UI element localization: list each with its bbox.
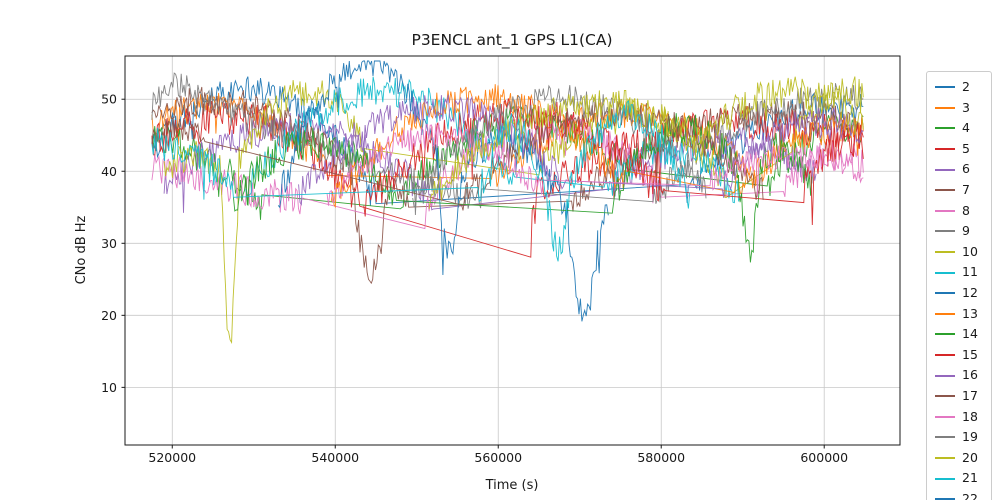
- x-tick-label: 520000: [148, 450, 196, 465]
- data-series: [151, 60, 864, 344]
- chart-title: P3ENCL ant_1 GPS L1(CA): [411, 31, 612, 50]
- legend-line-swatch: [935, 333, 955, 336]
- legend-item-13: 13: [935, 304, 983, 325]
- legend-label: 13: [962, 305, 978, 321]
- legend-label: 22: [962, 490, 978, 500]
- legend-line-swatch: [935, 168, 955, 171]
- legend-line-swatch: [935, 106, 955, 109]
- legend-label: 21: [962, 470, 978, 486]
- legend-label: 7: [962, 182, 970, 198]
- legend-line-swatch: [935, 230, 955, 233]
- legend-item-15: 15: [935, 345, 983, 366]
- legend-item-11: 11: [935, 262, 983, 283]
- legend-item-7: 7: [935, 180, 983, 201]
- legend-item-3: 3: [935, 98, 983, 119]
- legend-line-swatch: [935, 354, 955, 357]
- y-tick-label: 10: [101, 380, 117, 395]
- x-tick-label: 580000: [637, 450, 685, 465]
- legend-label: 2: [962, 79, 970, 95]
- y-tick-label: 20: [101, 308, 117, 323]
- legend-label: 4: [962, 120, 970, 136]
- legend-line-swatch: [935, 436, 955, 439]
- legend-item-14: 14: [935, 324, 983, 345]
- legend-item-8: 8: [935, 201, 983, 222]
- x-axis-label: Time (s): [485, 478, 539, 493]
- axis-tick-labels: 520000 540000 560000 580000 600000 10 20 30 40 50: [101, 92, 848, 465]
- legend-label: 9: [962, 223, 970, 239]
- legend-line-swatch: [935, 415, 955, 418]
- legend-line-swatch: [935, 498, 955, 500]
- legend-item-6: 6: [935, 159, 983, 180]
- legend-item-4: 4: [935, 118, 983, 139]
- legend-label: 15: [962, 346, 978, 362]
- legend-label: 16: [962, 367, 978, 383]
- x-tick-label: 560000: [474, 450, 522, 465]
- legend-line-swatch: [935, 209, 955, 212]
- legend-item-17: 17: [935, 386, 983, 407]
- legend-line-swatch: [935, 189, 955, 192]
- legend-label: 19: [962, 429, 978, 445]
- legend-label: 18: [962, 408, 978, 424]
- y-tick-label: 40: [101, 164, 117, 179]
- legend-item-10: 10: [935, 242, 983, 263]
- legend-label: 5: [962, 140, 970, 156]
- series-line-21: [151, 100, 691, 262]
- legend-item-16: 16: [935, 365, 983, 386]
- legend-line-swatch: [935, 456, 955, 459]
- axes-frame: [124, 55, 901, 446]
- series-line-15: [363, 98, 864, 226]
- legend-line-swatch: [935, 148, 955, 151]
- legend-line-swatch: [935, 477, 955, 480]
- legend-line-swatch: [935, 292, 955, 295]
- legend: 2 3 4 5 6 7 8 9 10 11 12 13 14 15 16 17 18 19 20 21 22: [926, 71, 992, 500]
- series-line-18: [326, 122, 864, 206]
- legend-label: 20: [962, 449, 978, 465]
- legend-line-swatch: [935, 271, 955, 274]
- legend-item-5: 5: [935, 139, 983, 160]
- legend-item-22: 22: [935, 489, 983, 500]
- legend-line-swatch: [935, 374, 955, 377]
- legend-item-9: 9: [935, 221, 983, 242]
- legend-line-swatch: [935, 251, 955, 254]
- legend-label: 17: [962, 387, 978, 403]
- legend-item-21: 21: [935, 468, 983, 489]
- y-tick-label: 50: [101, 92, 117, 107]
- x-tick-label: 540000: [311, 450, 359, 465]
- legend-label: 12: [962, 284, 978, 300]
- series-line-14: [232, 113, 813, 263]
- legend-item-20: 20: [935, 448, 983, 469]
- legend-label: 10: [962, 243, 978, 259]
- legend-label: 3: [962, 99, 970, 115]
- legend-item-12: 12: [935, 283, 983, 304]
- x-tick-label: 600000: [800, 450, 848, 465]
- legend-line-swatch: [935, 127, 955, 130]
- series-line-12: [277, 60, 609, 322]
- legend-item-19: 19: [935, 427, 983, 448]
- legend-label: 6: [962, 161, 970, 177]
- legend-label: 8: [962, 202, 970, 218]
- series-line-4: [151, 105, 864, 220]
- axis-ticks: [121, 98, 825, 449]
- legend-item-2: 2: [935, 77, 983, 98]
- legend-item-18: 18: [935, 407, 983, 428]
- legend-line-swatch: [935, 395, 955, 398]
- legend-line-swatch: [935, 86, 955, 89]
- y-tick-label: 30: [101, 236, 117, 251]
- series-line-9: [151, 72, 864, 216]
- legend-label: 14: [962, 326, 978, 342]
- legend-label: 11: [962, 264, 978, 280]
- y-axis-label: CNo dB Hz: [74, 215, 89, 284]
- legend-line-swatch: [935, 312, 955, 315]
